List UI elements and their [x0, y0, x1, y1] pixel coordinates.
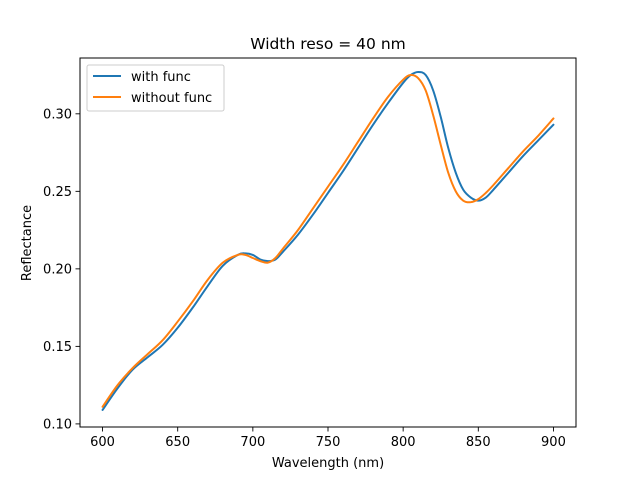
- y-tick-label: 0.30: [43, 107, 72, 122]
- legend-label-with-func: with func: [131, 70, 191, 85]
- y-tick-label: 0.25: [43, 185, 72, 200]
- y-tick-label: 0.15: [43, 340, 72, 355]
- x-tick-label: 750: [316, 435, 341, 450]
- x-tick-label: 600: [90, 435, 115, 450]
- x-tick-label: 850: [466, 435, 491, 450]
- chart-title: Width reso = 40 nm: [250, 35, 406, 53]
- y-tick-label: 0.20: [43, 262, 72, 277]
- x-tick-label: 800: [391, 435, 416, 450]
- series-line-with-func: [101, 70, 555, 411]
- x-tick-label: 900: [541, 435, 566, 450]
- legend: with func without func: [86, 64, 225, 112]
- legend-label-without-func: without func: [131, 91, 212, 106]
- x-axis: 600 650 700 750 800 850 900: [90, 427, 566, 450]
- plot-area-frame: [79, 57, 577, 428]
- series-layer: [101, 70, 555, 411]
- x-tick-label: 650: [165, 435, 190, 450]
- x-axis-label: Wavelength (nm): [272, 456, 384, 471]
- legend-box: [86, 64, 225, 112]
- y-axis: 0.10 0.15 0.20 0.25 0.30: [43, 107, 80, 432]
- series-line-without-func: [101, 74, 555, 408]
- y-tick-label: 0.10: [43, 417, 72, 432]
- x-tick-label: 700: [240, 435, 265, 450]
- y-axis-label: Reflectance: [20, 205, 35, 281]
